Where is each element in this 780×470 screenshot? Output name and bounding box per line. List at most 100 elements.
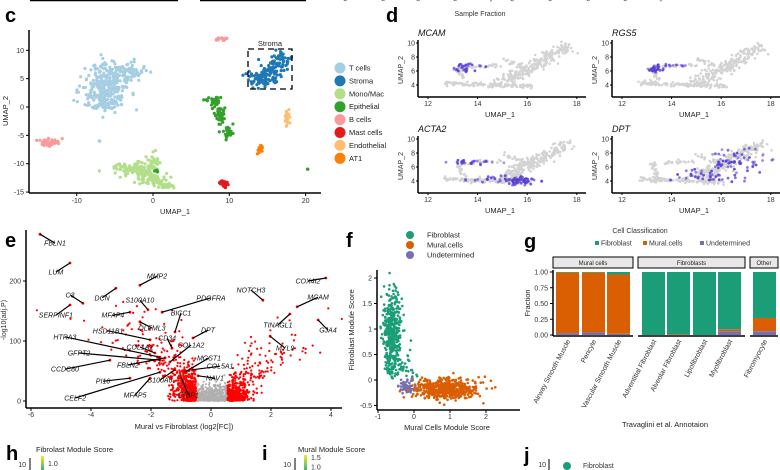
umap-point — [553, 142, 557, 145]
umap-point — [119, 70, 123, 74]
umap-point — [492, 84, 495, 88]
umap-point — [100, 79, 104, 83]
umap-point — [721, 167, 724, 170]
umap-point — [700, 69, 704, 72]
expression-point — [726, 148, 730, 152]
top-tick-label: 0.50 — [414, 0, 429, 3]
d-ylabel: UMAP_2 — [592, 152, 599, 180]
umap-point — [103, 109, 107, 113]
e-xlabel: Mural vs Fibroblast (log2[FC]) — [135, 422, 234, 431]
umap-point — [51, 141, 55, 146]
expression-point — [526, 177, 530, 181]
expression-point — [709, 175, 712, 179]
umap-point — [284, 63, 288, 67]
volcano-point-sig — [266, 370, 269, 373]
volcano-point-sig — [157, 367, 160, 371]
umap-point — [691, 179, 694, 183]
umap-point — [561, 51, 565, 55]
module-score-point — [384, 364, 388, 367]
volcano-point-sig — [136, 359, 139, 362]
volcano-point-sig — [190, 372, 193, 375]
umap-point — [153, 148, 158, 153]
umap-point — [278, 73, 282, 77]
umap-point — [491, 62, 495, 66]
umap-point — [104, 102, 108, 106]
umap-point — [528, 163, 532, 167]
volcano-point-ns — [202, 380, 205, 383]
umap-point — [701, 75, 705, 78]
umap-point — [717, 69, 721, 72]
volcano-point-ns — [218, 399, 221, 402]
volcano-point-sig — [193, 376, 196, 379]
umap-point — [564, 43, 567, 47]
umap-point — [272, 54, 276, 58]
volcano-point-sig — [249, 344, 252, 347]
umap-point — [143, 169, 148, 173]
umap-point — [122, 79, 126, 83]
legend-swatch — [334, 114, 346, 126]
volcano-point-sig — [237, 386, 240, 389]
volcano-point-ns — [218, 383, 222, 386]
volcano-point-sig — [228, 373, 231, 376]
umap-point — [110, 102, 114, 106]
volcano-point-sig — [246, 359, 249, 362]
e-x-tick-label: 2 — [269, 412, 273, 419]
umap-point — [511, 75, 515, 78]
expression-point — [455, 160, 459, 164]
umap-point — [747, 151, 751, 154]
d-y-tick-label: 4 — [605, 179, 609, 186]
gene-label: COX4I2 — [295, 279, 320, 286]
umap-point — [274, 48, 278, 52]
umap-point — [543, 57, 547, 61]
umap-point — [724, 169, 728, 172]
c-xlabel: UMAP_1 — [160, 207, 190, 216]
umap-point — [692, 161, 695, 164]
d-y-tick-label: 6 — [605, 69, 609, 76]
expression-point — [664, 62, 668, 66]
volcano-point-ns — [208, 389, 211, 392]
volcano-point-sig — [191, 386, 194, 390]
expression-point — [734, 154, 738, 158]
umap-point — [681, 179, 684, 182]
volcano-point-sig — [185, 386, 189, 389]
umap-point — [725, 67, 728, 70]
umap-point — [552, 59, 556, 62]
umap-point — [47, 142, 51, 146]
umap-point — [222, 112, 226, 116]
umap-point — [563, 144, 567, 148]
expression-point — [478, 64, 481, 68]
gene-label: MFAP4 — [101, 313, 124, 320]
umap-point — [221, 129, 225, 133]
umap-point — [260, 149, 264, 153]
expression-point — [758, 171, 762, 174]
umap-point — [221, 120, 225, 124]
umap-point — [529, 170, 532, 173]
expression-point — [729, 160, 733, 164]
umap-point — [753, 57, 757, 60]
umap-point — [118, 168, 122, 172]
gene-label: GFPT2 — [68, 351, 91, 358]
umap-point — [692, 84, 696, 88]
umap-point — [98, 88, 102, 92]
module-score-point — [392, 292, 395, 296]
volcano-point-sig — [180, 318, 183, 322]
umap-point — [658, 76, 661, 80]
umap-point — [157, 182, 161, 186]
volcano-point-sig — [267, 361, 270, 364]
volcano-point-sig — [188, 380, 192, 383]
umap-point — [539, 156, 543, 160]
umap-point — [732, 64, 735, 68]
umap-point — [747, 56, 751, 59]
umap-point — [161, 186, 166, 190]
umap-point — [553, 52, 556, 55]
umap-point — [89, 68, 93, 72]
volcano-point-sig — [298, 358, 301, 361]
umap-point — [111, 98, 115, 102]
umap-point — [707, 67, 710, 70]
gene-label: MFAP5 — [124, 393, 147, 400]
volcano-point-sig — [231, 386, 234, 389]
volcano-point-sig — [110, 348, 113, 351]
umap-point — [770, 149, 773, 152]
expression-point — [702, 173, 705, 177]
e-x-tick-label: -4 — [88, 412, 94, 419]
